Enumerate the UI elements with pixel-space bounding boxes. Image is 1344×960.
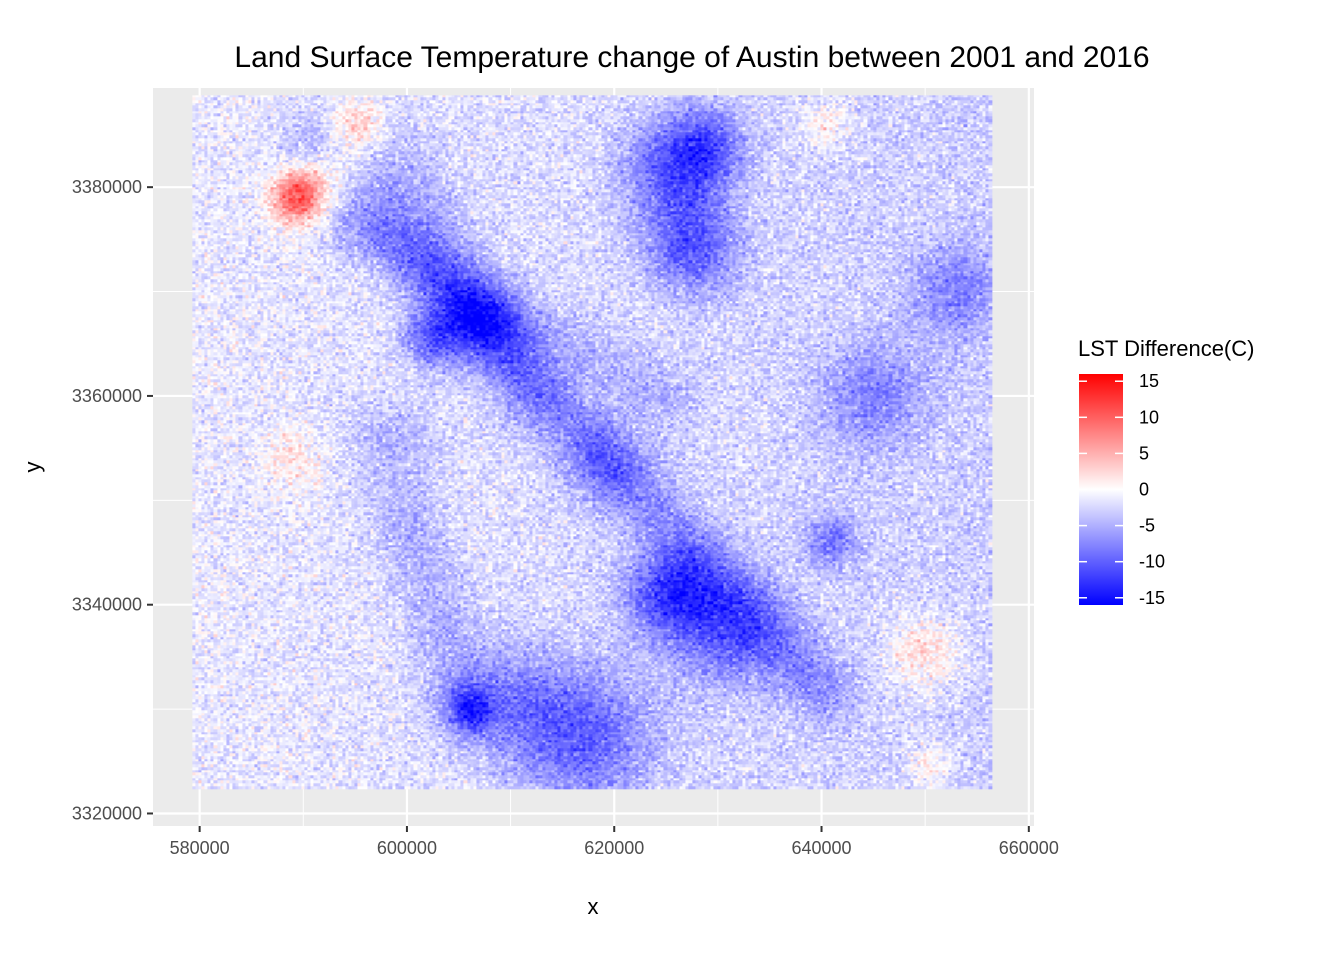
legend-label: 0 (1139, 480, 1149, 500)
legend-label: 5 (1139, 443, 1149, 463)
x-tick-label: 620000 (584, 838, 644, 858)
x-axis-title: x (588, 894, 599, 919)
y-axis: 3320000 3340000 3360000 3380000 (72, 177, 153, 823)
x-tick-label: 600000 (377, 838, 437, 858)
y-tick-label: 3340000 (72, 595, 142, 615)
legend-ticks: 15 10 5 0 -5 -10 -15 (1079, 371, 1165, 608)
x-axis: 580000 600000 620000 640000 660000 (170, 826, 1059, 858)
legend-label: -15 (1139, 588, 1165, 608)
legend-label: -10 (1139, 552, 1165, 572)
temperature-difference-raster (192, 95, 993, 790)
x-tick-label: 660000 (999, 838, 1059, 858)
y-tick-label: 3380000 (72, 177, 142, 197)
legend-title: LST Difference(C) (1078, 336, 1254, 361)
legend-label: 15 (1139, 371, 1159, 391)
y-axis-title: y (20, 462, 45, 473)
y-tick-label: 3360000 (72, 386, 142, 406)
x-tick-label: 580000 (170, 838, 230, 858)
legend-label: 10 (1139, 407, 1159, 427)
legend-label: -5 (1139, 516, 1155, 536)
chart-title: Land Surface Temperature change of Austi… (234, 41, 1149, 74)
legend: LST Difference(C) 15 10 5 0 -5 -10 -15 (1078, 336, 1254, 608)
x-tick-label: 640000 (791, 838, 851, 858)
y-tick-label: 3320000 (72, 803, 142, 823)
